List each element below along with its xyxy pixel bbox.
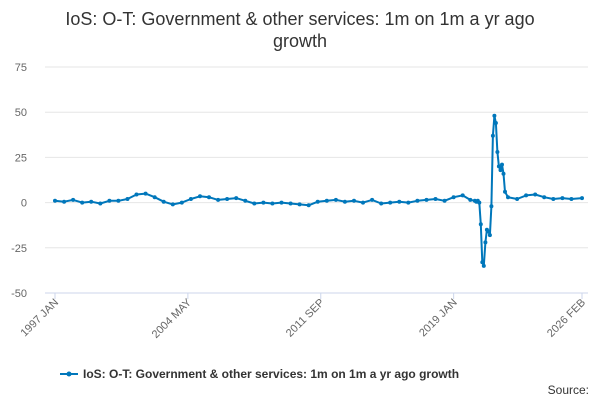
data-point[interactable] (492, 113, 497, 118)
data-point[interactable] (495, 150, 500, 154)
data-point[interactable] (506, 195, 510, 200)
y-tick-label: -25 (11, 243, 27, 255)
data-point[interactable] (243, 198, 248, 203)
data-point[interactable] (500, 162, 504, 167)
x-axis-ticks: 1997 JAN 2004 MAY 2011 SEP 2019 JAN 2026 FEB (18, 293, 588, 341)
data-point[interactable] (415, 198, 420, 203)
data-point[interactable] (370, 197, 375, 202)
data-point[interactable] (468, 197, 473, 202)
data-point[interactable] (143, 191, 148, 196)
data-point[interactable] (460, 193, 465, 198)
data-point[interactable] (490, 133, 495, 138)
x-tick-label: 2011 SEP (284, 297, 327, 340)
data-point[interactable] (152, 195, 157, 200)
data-point[interactable] (489, 204, 494, 209)
data-point[interactable] (62, 199, 67, 204)
y-tick-label: 0 (21, 198, 27, 210)
x-tick-label: 2004 MAY (150, 296, 195, 341)
data-point[interactable] (480, 260, 485, 265)
data-point[interactable] (501, 171, 506, 176)
data-point[interactable] (352, 198, 356, 203)
data-point[interactable] (107, 198, 112, 203)
data-point[interactable] (234, 196, 239, 201)
data-point[interactable] (433, 197, 438, 201)
data-point[interactable] (288, 201, 293, 206)
data-point[interactable] (179, 200, 184, 205)
data-point[interactable] (451, 195, 456, 200)
data-point[interactable] (483, 240, 488, 245)
data-point[interactable] (188, 197, 193, 201)
data-point[interactable] (125, 197, 130, 201)
data-point[interactable] (216, 197, 221, 202)
grid-lines (45, 66, 588, 294)
data-point[interactable] (533, 192, 538, 197)
y-tick-label: 75 (15, 62, 27, 74)
data-point[interactable] (361, 200, 365, 205)
chart-title-line-2: growth (273, 31, 327, 51)
data-point[interactable] (80, 200, 85, 205)
series-group (53, 113, 584, 268)
data-point[interactable] (315, 199, 320, 204)
data-point[interactable] (477, 200, 482, 205)
data-point[interactable] (98, 201, 103, 206)
data-point[interactable] (161, 199, 166, 204)
data-point[interactable] (569, 197, 574, 201)
data-point[interactable] (493, 121, 498, 125)
data-point[interactable] (116, 198, 121, 203)
data-point[interactable] (481, 263, 486, 268)
y-tick-label: -50 (11, 288, 27, 300)
data-point[interactable] (542, 195, 547, 200)
series-line (54, 114, 583, 267)
y-tick-label: 25 (15, 152, 27, 164)
data-point[interactable] (397, 199, 402, 204)
data-point[interactable] (252, 201, 257, 206)
data-point[interactable] (503, 189, 507, 194)
data-point[interactable] (279, 200, 284, 205)
data-point[interactable] (297, 202, 302, 207)
data-point[interactable] (261, 200, 266, 205)
data-point[interactable] (198, 194, 202, 199)
data-point[interactable] (424, 197, 429, 202)
data-point[interactable] (524, 193, 529, 198)
data-point[interactable] (498, 168, 503, 173)
source-label: Source: (548, 383, 589, 397)
x-tick-label: 2019 JAN (417, 297, 460, 340)
y-axis-ticks: 75 50 25 0 -25 -50 (11, 62, 27, 300)
data-point[interactable] (442, 198, 447, 203)
data-point[interactable] (71, 197, 76, 202)
data-point[interactable] (496, 164, 501, 169)
legend[interactable]: IoS: O-T: Government & other services: 1… (60, 367, 459, 381)
data-point[interactable] (324, 198, 329, 203)
legend-marker (66, 371, 72, 377)
data-point[interactable] (207, 195, 211, 200)
data-point[interactable] (333, 197, 338, 202)
chart-title-line-1: IoS: O-T: Government & other services: 1… (65, 9, 534, 29)
y-tick-label: 50 (15, 107, 27, 119)
data-point[interactable] (379, 201, 384, 206)
data-point[interactable] (580, 196, 584, 201)
data-point[interactable] (388, 200, 393, 205)
data-point[interactable] (225, 197, 230, 201)
data-point[interactable] (170, 202, 175, 207)
data-point[interactable] (342, 199, 347, 204)
data-point[interactable] (515, 197, 520, 201)
data-point[interactable] (53, 198, 57, 203)
data-point[interactable] (487, 233, 492, 238)
data-point[interactable] (551, 197, 556, 201)
data-point[interactable] (406, 200, 411, 205)
data-point[interactable] (89, 199, 94, 204)
x-tick-label: 1997 JAN (18, 297, 61, 340)
data-point[interactable] (560, 196, 565, 201)
x-tick-label: 2026 FEB (545, 297, 588, 340)
legend-label: IoS: O-T: Government & other services: 1… (83, 367, 459, 381)
data-point[interactable] (478, 222, 483, 227)
data-point[interactable] (486, 229, 491, 234)
data-point[interactable] (134, 192, 139, 197)
data-point[interactable] (270, 201, 275, 206)
data-point[interactable] (306, 203, 311, 208)
